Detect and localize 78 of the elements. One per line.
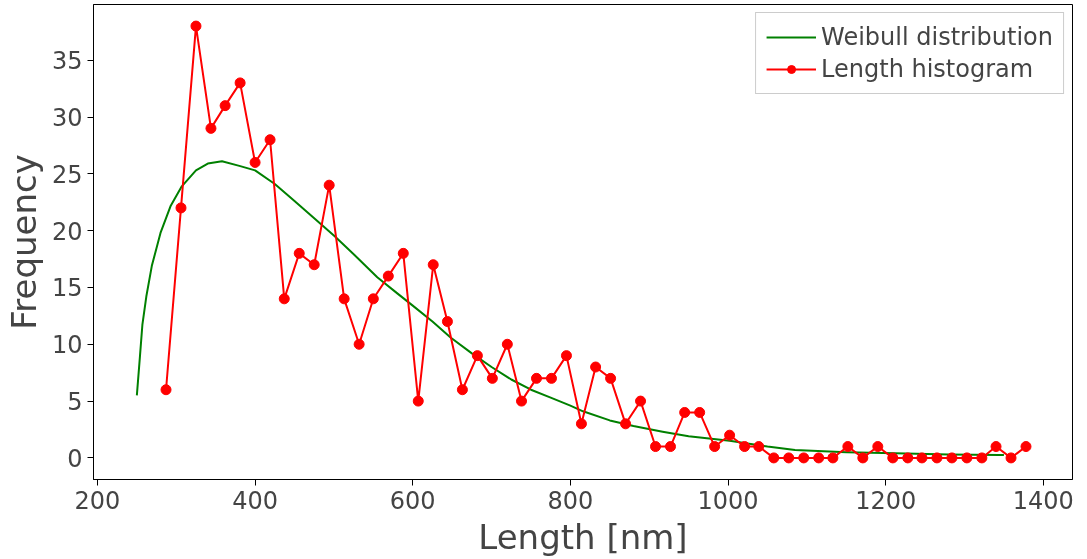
point: [620, 418, 632, 430]
point: [353, 338, 365, 350]
point: [1020, 441, 1032, 453]
x-tick-label: 200: [74, 486, 121, 515]
point: [234, 77, 246, 89]
point: [916, 452, 928, 464]
point: [724, 429, 736, 441]
point: [397, 247, 409, 259]
point: [768, 452, 780, 464]
x-tick-label: 1400: [1012, 486, 1074, 515]
point: [412, 395, 424, 407]
point: [545, 372, 557, 384]
point: [798, 452, 810, 464]
y-tick-label: 30: [51, 104, 83, 132]
x-axis-title: Length [nm]: [478, 516, 688, 557]
point: [665, 441, 676, 453]
y-tick-label: 25: [51, 160, 83, 189]
point: [679, 406, 691, 418]
x-tick-label: 600: [389, 486, 436, 515]
x-tick-label: 1000: [697, 486, 759, 515]
point: [575, 418, 587, 430]
point: [205, 122, 217, 134]
point: [308, 259, 320, 271]
point: [739, 441, 751, 453]
point: [338, 293, 350, 305]
y-tick-label: 15: [51, 274, 83, 303]
point: [694, 406, 706, 418]
legend-label: Weibull distribution: [821, 23, 1053, 51]
point: [857, 452, 869, 464]
point: [1005, 452, 1017, 464]
point: [887, 452, 899, 464]
point: [323, 179, 335, 191]
point: [650, 441, 662, 453]
y-axis-title: Frequency: [3, 154, 44, 330]
point: [827, 452, 839, 464]
point: [590, 361, 602, 373]
point: [516, 395, 528, 407]
point: [635, 395, 647, 407]
point: [753, 441, 765, 453]
point: [160, 384, 172, 396]
point: [990, 441, 1002, 453]
x-tick-label: 1200: [855, 486, 917, 515]
point: [709, 441, 721, 453]
point: [471, 350, 483, 362]
point: [946, 452, 958, 464]
point: [605, 372, 617, 384]
point: [456, 384, 468, 396]
point: [931, 452, 943, 464]
y-tick-label: 35: [51, 47, 83, 76]
point: [486, 372, 498, 384]
point: [872, 441, 884, 453]
point: [249, 156, 261, 168]
point: [264, 134, 276, 146]
point: [367, 293, 379, 305]
point: [190, 20, 202, 32]
x-tick-label: 400: [232, 486, 278, 515]
legend-label: Length histogram: [821, 55, 1034, 83]
point: [175, 202, 187, 214]
point: [219, 100, 231, 112]
point: [902, 452, 914, 464]
point: [501, 338, 513, 350]
x-tick-label: 800: [547, 486, 594, 515]
point: [427, 259, 439, 271]
point: [293, 247, 305, 259]
point: [961, 452, 973, 464]
point: [382, 270, 394, 282]
point: [560, 350, 572, 362]
y-tick-label: 5: [67, 388, 83, 417]
y-tick-label: 0: [67, 444, 83, 473]
point: [530, 372, 542, 384]
y-tick-label: 10: [51, 331, 83, 360]
y-tick-label: 20: [51, 217, 83, 246]
point: [783, 452, 795, 464]
point: [813, 452, 825, 464]
point: [441, 316, 453, 328]
point: [278, 293, 290, 305]
point: [976, 452, 988, 464]
point: [842, 441, 854, 453]
